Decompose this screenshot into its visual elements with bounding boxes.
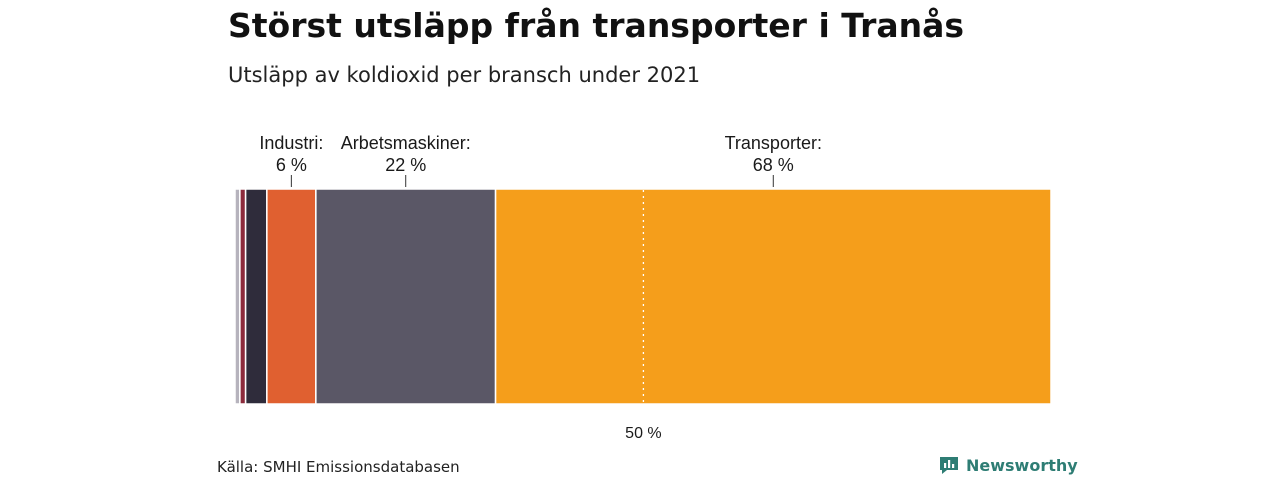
segment-labels: Industri:6 % Arbetsmaskiner:22 % Transport… [259,133,822,187]
chart-title: Störst utsläpp från transporter i Tranås [228,6,965,45]
bar-segment [239,188,247,405]
brand-logo: Newsworthy [938,455,1078,475]
segment-value-label: 6 % [276,155,307,175]
source-note: Källa: SMHI Emissionsdatabasen [217,458,460,476]
segment-category-label: Transporter: [725,133,822,153]
segment-category-label: Arbetsmaskiner: [341,133,471,153]
bar-segment [315,188,497,405]
stacked-bar-chart: Industri:6 % Arbetsmaskiner:22 % Transport… [234,133,1052,442]
bar-segment [244,188,268,405]
chart-subtitle: Utsläpp av koldioxid per bransch under 2… [228,63,701,87]
bar-segment [266,188,317,405]
newsworthy-logo-icon [940,457,958,474]
tick-label-50: 50 % [625,425,661,442]
bar-segment [494,188,1052,405]
segment-category-label: Industri: [259,133,323,153]
bar-segments [234,188,1052,405]
brand-name: Newsworthy [966,455,1078,475]
segment-value-label: 68 % [753,155,794,175]
segment-value-label: 22 % [385,155,426,175]
